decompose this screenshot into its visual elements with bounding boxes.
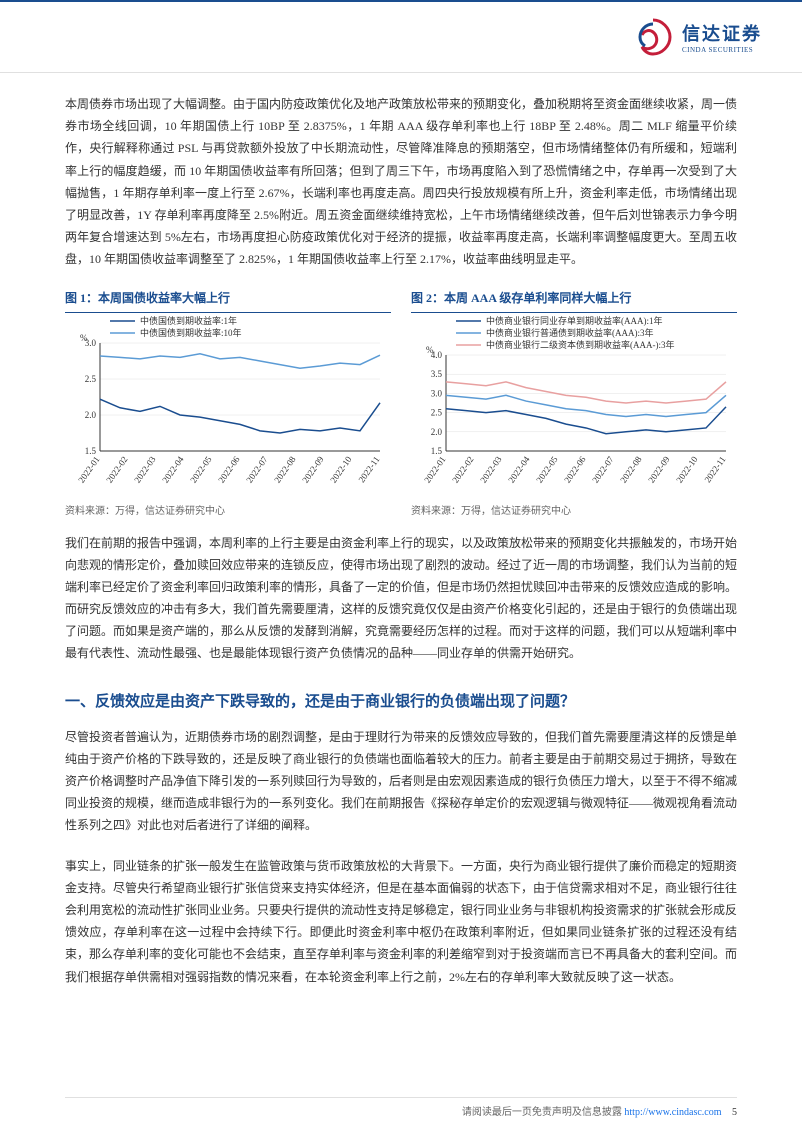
chart-1: 图 1：本周国债收益率大幅上行 1.52.02.53.0%2022-012022… — [65, 289, 391, 517]
logo-swirl-icon — [632, 16, 674, 58]
svg-text:2022-10: 2022-10 — [328, 454, 354, 485]
svg-text:2022-06: 2022-06 — [216, 454, 242, 485]
svg-text:2022-01: 2022-01 — [422, 454, 447, 484]
brand-name-en: CINDA SECURITIES — [682, 46, 762, 54]
svg-text:中债商业银行普通债到期收益率(AAA):3年: 中债商业银行普通债到期收益率(AAA):3年 — [486, 327, 654, 338]
svg-text:2022-10: 2022-10 — [674, 454, 700, 485]
svg-text:2022-03: 2022-03 — [132, 454, 158, 485]
footer: 请阅读最后一页免责声明及信息披露 http://www.cindasc.com … — [462, 1103, 737, 1118]
footer-divider — [65, 1097, 737, 1098]
svg-text:中债商业银行二级资本债到期收益率(AAA-):3年: 中债商业银行二级资本债到期收益率(AAA-):3年 — [486, 339, 675, 350]
chart-2-plot: 1.52.02.53.03.54.0%2022-012022-022022-03… — [411, 312, 737, 493]
paragraph-1: 本周债券市场出现了大幅调整。由于国内防疫政策优化及地产政策放松带来的预期变化，叠… — [65, 93, 737, 271]
svg-text:2022-09: 2022-09 — [646, 454, 672, 485]
brand-logo: 信达证券 CINDA SECURITIES — [632, 16, 762, 58]
svg-text:2022-07: 2022-07 — [590, 454, 616, 485]
svg-text:2022-11: 2022-11 — [356, 454, 381, 484]
svg-text:2022-04: 2022-04 — [160, 454, 186, 485]
svg-text:2022-06: 2022-06 — [562, 454, 588, 485]
svg-text:%: % — [80, 333, 88, 343]
section-heading-1: 一、反馈效应是由资产下跌导致的，还是由于商业银行的负债端出现了问题？ — [65, 690, 737, 714]
svg-text:2022-07: 2022-07 — [244, 454, 270, 485]
brand-name-cn: 信达证券 — [682, 20, 762, 46]
svg-text:2.5: 2.5 — [85, 374, 97, 384]
chart-2: 图 2：本周 AAA 级存单利率同样大幅上行 1.52.02.53.03.54.… — [411, 289, 737, 517]
svg-text:2022-08: 2022-08 — [272, 454, 298, 485]
chart-1-plot: 1.52.02.53.0%2022-012022-022022-032022-0… — [65, 312, 391, 493]
svg-text:2022-02: 2022-02 — [104, 454, 129, 484]
svg-text:%: % — [426, 345, 434, 355]
paragraph-2: 我们在前期的报告中强调，本周利率的上行主要是由资金利率上行的现实，以及政策放松带… — [65, 532, 737, 665]
svg-text:1.5: 1.5 — [431, 446, 443, 456]
svg-text:2022-08: 2022-08 — [618, 454, 644, 485]
svg-text:2.5: 2.5 — [431, 407, 443, 417]
chart-2-source: 资料来源：万得，信达证券研究中心 — [411, 502, 737, 517]
svg-text:2022-05: 2022-05 — [188, 454, 214, 485]
footer-text: 请阅读最后一页免责声明及信息披露 — [462, 1107, 625, 1118]
chart-1-title: 图 1：本周国债收益率大幅上行 — [65, 289, 391, 306]
paragraph-3: 尽管投资者普遍认为，近期债券市场的剧烈调整，是由于理财行为带来的反馈效应导致的，… — [65, 726, 737, 837]
svg-text:2022-11: 2022-11 — [702, 454, 727, 484]
svg-text:2.0: 2.0 — [431, 426, 443, 436]
page: 信达证券 CINDA SECURITIES 本周债券市场出现了大幅调整。由于国内… — [0, 0, 802, 1133]
svg-text:2.0: 2.0 — [85, 410, 97, 420]
svg-text:2022-01: 2022-01 — [76, 454, 101, 484]
charts-row: 图 1：本周国债收益率大幅上行 1.52.02.53.0%2022-012022… — [65, 289, 737, 517]
svg-text:中债商业银行同业存单到期收益率(AAA):1年: 中债商业银行同业存单到期收益率(AAA):1年 — [486, 315, 663, 326]
svg-text:2022-02: 2022-02 — [450, 454, 475, 484]
logo-text: 信达证券 CINDA SECURITIES — [682, 20, 762, 54]
svg-text:中债国债到期收益率:10年: 中债国债到期收益率:10年 — [140, 327, 242, 338]
svg-text:中债国债到期收益率:1年: 中债国债到期收益率:1年 — [140, 315, 237, 326]
svg-text:3.5: 3.5 — [431, 369, 443, 379]
svg-text:2022-09: 2022-09 — [300, 454, 326, 485]
svg-text:2022-04: 2022-04 — [506, 454, 532, 485]
footer-link[interactable]: http://www.cindasc.com — [624, 1107, 721, 1118]
chart-2-title: 图 2：本周 AAA 级存单利率同样大幅上行 — [411, 289, 737, 306]
paragraph-4: 事实上，同业链条的扩张一般发生在监管政策与货币政策放松的大背景下。一方面，央行为… — [65, 855, 737, 988]
svg-text:3.0: 3.0 — [431, 388, 443, 398]
svg-text:1.5: 1.5 — [85, 446, 97, 456]
chart-1-source: 资料来源：万得，信达证券研究中心 — [65, 502, 391, 517]
page-number: 5 — [732, 1107, 737, 1118]
header: 信达证券 CINDA SECURITIES — [0, 0, 802, 73]
content: 本周债券市场出现了大幅调整。由于国内防疫政策优化及地产政策放松带来的预期变化，叠… — [0, 73, 802, 988]
svg-text:2022-03: 2022-03 — [478, 454, 504, 485]
svg-text:2022-05: 2022-05 — [534, 454, 560, 485]
